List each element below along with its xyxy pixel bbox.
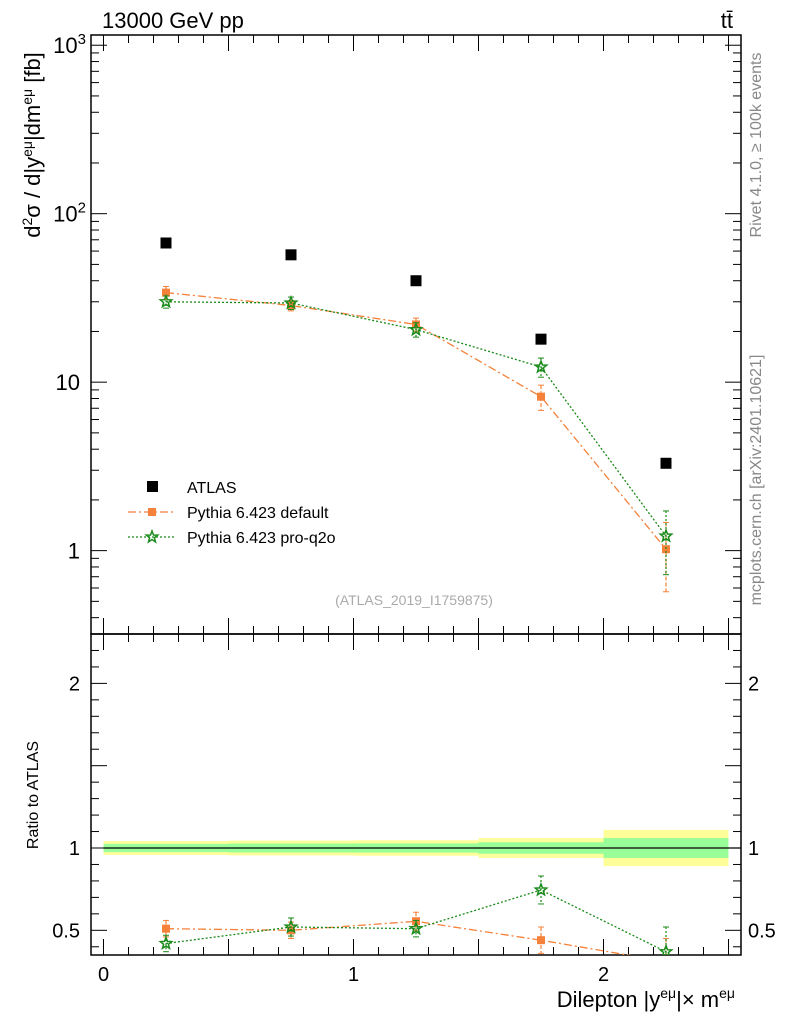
main-ylabel: d2σ / d|yeμ|dmeμ [fb]	[19, 52, 45, 238]
legend-proq2o-label: Pythia 6.423 pro-q2o	[187, 530, 336, 547]
main-y-tick-label: 1	[68, 539, 80, 564]
proq2o-point	[658, 528, 674, 543]
legend: ATLAS Pythia 6.423 default Pythia 6.423 …	[128, 480, 336, 547]
ratio-panel-frame	[90, 633, 742, 956]
ratio-ylabel: Ratio to ATLAS	[25, 741, 42, 849]
main-series-layer	[158, 237, 674, 593]
x-tick-label: 2	[598, 964, 609, 986]
legend-proq2o-marker	[144, 528, 160, 544]
proq2o-point	[158, 293, 174, 309]
legend-atlas-label: ATLAS	[187, 480, 237, 497]
legend-default-marker	[148, 508, 156, 516]
proq2o-ratio-line	[165, 889, 667, 953]
atlas-point	[660, 457, 672, 469]
main-y-tick-label: 103	[53, 31, 86, 58]
ratio-y-tick-label-right: 1	[748, 838, 759, 860]
main-axis-ticks: 1 10 102 103	[53, 31, 741, 634]
ratio-series-layer	[158, 875, 674, 966]
proq2o-ratio-point	[158, 935, 174, 951]
atlas-point	[285, 249, 297, 261]
ratio-y-tick-label: 2	[69, 673, 80, 695]
default-point	[537, 392, 545, 401]
channel-label: tt̄	[721, 8, 733, 33]
analysis-id-label: (ATLAS_2019_I1759875)	[335, 592, 493, 608]
ratio-y-tick-label-right: 0.5	[748, 920, 776, 942]
ratio-y-tick-label: 1	[69, 838, 80, 860]
proq2o-point	[408, 321, 424, 337]
ratio-y-tick-label-right: 2	[748, 673, 759, 695]
atlas-point	[410, 275, 422, 287]
proq2o-ratio-point	[408, 920, 424, 936]
ratio-y-tick-label: 0.5	[52, 920, 80, 942]
ratio-uncertainty-bands	[103, 829, 741, 867]
default-ratio-point	[537, 936, 545, 945]
rivet-label: Rivet 4.1.0, ≥ 100k events	[748, 53, 765, 238]
default-point	[162, 288, 170, 297]
default-point	[662, 545, 670, 554]
atlas-point	[535, 333, 547, 345]
proq2o-ratio-point	[283, 918, 299, 934]
mcplots-label: mcplots.cern.ch [arXiv:2401.10621]	[748, 355, 765, 606]
proq2o-point	[533, 358, 549, 374]
proq2o-line	[165, 301, 667, 537]
x-tick-label: 1	[348, 964, 359, 986]
proq2o-ratio-point	[658, 943, 674, 955]
x-tick-label: 0	[98, 964, 109, 986]
main-y-tick-label: 102	[53, 200, 86, 227]
atlas-point	[160, 237, 172, 249]
legend-atlas-marker	[147, 481, 158, 492]
process-label: 13000 GeV pp	[102, 8, 244, 33]
default-ratio-line	[165, 920, 632, 955]
proq2o-point	[283, 294, 299, 310]
default-ratio-point	[162, 924, 170, 933]
x-axis-label: Dilepton |yeμ|× meμ	[557, 985, 735, 1012]
ratio-axis-ticks: 0 1 2 0.5 0.5 1 1 2 2	[52, 634, 776, 986]
main-y-tick-label: 10	[56, 370, 80, 395]
default-ratio-point	[662, 958, 670, 966]
proq2o-ratio-point	[533, 881, 549, 897]
legend-default-label: Pythia 6.423 default	[187, 505, 329, 522]
